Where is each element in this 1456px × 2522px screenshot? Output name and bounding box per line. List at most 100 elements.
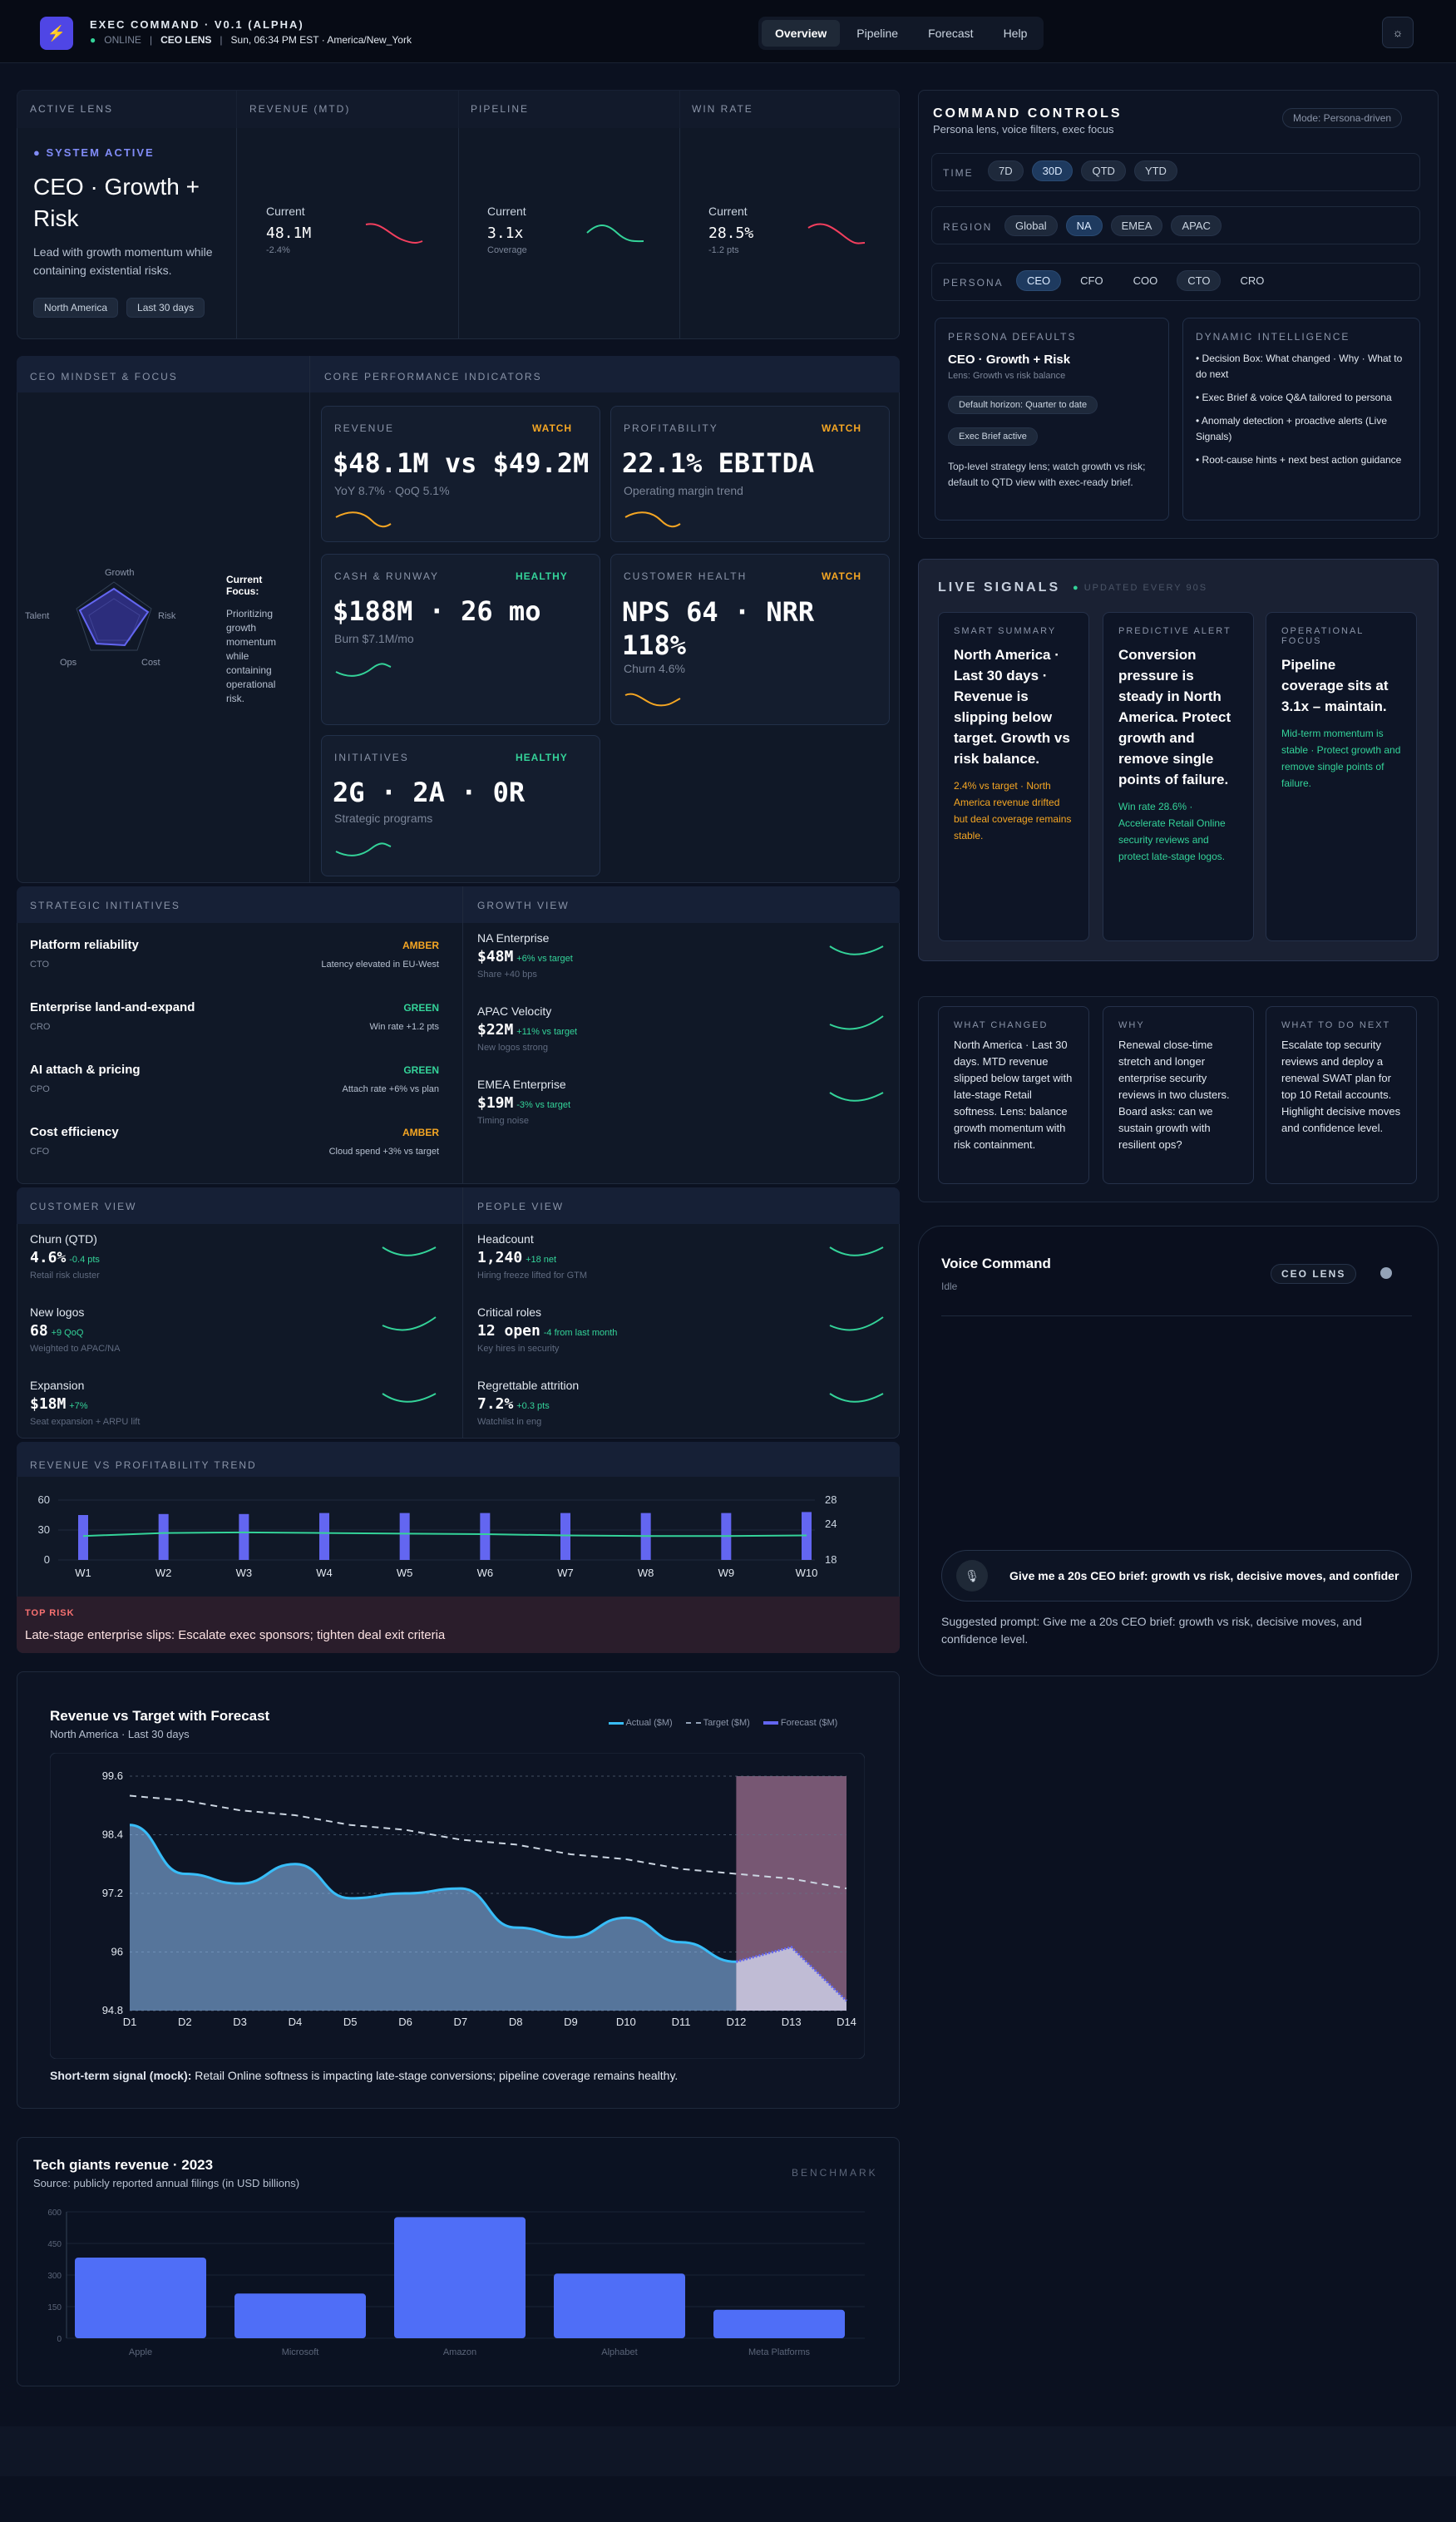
growth-row[interactable]: NA Enterprise $48M +6% vs target Share +40… (477, 931, 886, 1004)
microphone-icon[interactable]: 🎙 (956, 1560, 988, 1592)
forecast-line (735, 1945, 848, 2002)
customer-people-panel (17, 1187, 900, 1439)
kpi-profit-value: 22.1% EBITDA (622, 447, 815, 479)
forecast-xtick: D11 (672, 2016, 691, 2028)
live-card-summary[interactable]: SMART SUMMARY North America · Last 30 da… (938, 612, 1089, 941)
people-sub: Key hires in security (477, 1344, 560, 1354)
theme-toggle-icon[interactable]: ☼ (1382, 17, 1414, 48)
top-risk-text: Late-stage enterprise slips: Escalate ex… (25, 1628, 446, 1642)
trend-xtick: W2 (155, 1567, 172, 1579)
growth-sparkline (829, 945, 884, 955)
initiative-row[interactable]: AI attach & pricing GREEN CPO Attach rate +… (30, 1059, 439, 1122)
bench-ytick: 150 (47, 2303, 62, 2312)
tag-period[interactable]: Last 30 days (126, 298, 205, 318)
region-na[interactable]: NA (1065, 215, 1103, 236)
time-30d[interactable]: 30D (1031, 160, 1073, 181)
customer-sub: Seat expansion + ARPU lift (30, 1417, 141, 1427)
mode-pill[interactable]: Mode: Persona-driven (1282, 108, 1403, 128)
time-7d[interactable]: 7D (988, 160, 1024, 181)
customer-row[interactable]: Churn (QTD) 4.6% -0.4 pts Retail risk clus… (30, 1232, 439, 1305)
region-emea[interactable]: EMEA (1110, 215, 1163, 236)
forecast-ytick: 94.8 (102, 2004, 123, 2016)
kpi-cash-sub: Burn $7.1M/mo (334, 632, 414, 645)
kpi-revenue-sub: YoY 8.7% · QoQ 5.1% (334, 484, 450, 497)
live-card-operational[interactable]: OPERATIONAL FOCUS Pipeline coverage sits… (1266, 612, 1417, 941)
kpi-customer-sparkline (624, 693, 681, 707)
forecast-xtick: D13 (782, 2016, 802, 2028)
persona-defaults-card (935, 318, 1169, 521)
customer-sparkline (382, 1316, 437, 1331)
target-line (129, 1794, 847, 1890)
tab-forecast[interactable]: Forecast (928, 27, 974, 40)
growth-list: NA Enterprise $48M +6% vs target Share +40… (477, 931, 886, 1151)
growth-delta: +6% vs target (516, 954, 573, 964)
trend-bar (480, 1513, 491, 1560)
customer-name: Expansion (30, 1379, 85, 1392)
region-global[interactable]: Global (1004, 215, 1058, 236)
initiative-row[interactable]: Enterprise land-and-expand GREEN CRO Win ra… (30, 997, 439, 1059)
people-row[interactable]: Headcount 1,240 +18 net Hiring freeze lift… (477, 1232, 886, 1305)
growth-row[interactable]: EMEA Enterprise $19M -3% vs target Timing … (477, 1078, 886, 1151)
bench-badge: BENCHMARK (792, 2167, 878, 2179)
forecast-xtick: D8 (509, 2016, 523, 2028)
kpi-profit-sparkline (624, 511, 681, 528)
voice-prompt-input[interactable] (941, 1550, 1412, 1602)
forecast-xtick: D2 (178, 2016, 192, 2028)
customer-sub: Retail risk cluster (30, 1271, 100, 1281)
tab-pipeline[interactable]: Pipeline (856, 27, 899, 40)
tag-region[interactable]: North America (33, 298, 119, 318)
persona-defaults-label: PERSONA DEFAULTS (948, 331, 1077, 343)
kpi-card-initiatives[interactable] (321, 735, 600, 876)
customer-value: 4.6% (30, 1249, 67, 1266)
kpi-customer-label: CUSTOMER HEALTH (624, 570, 748, 582)
persona-cto[interactable]: CTO (1177, 270, 1222, 291)
time-pills: 7D 30D QTD YTD (988, 160, 1177, 181)
customer-row[interactable]: Expansion $18M +7% Seat expansion + ARPU l… (30, 1379, 439, 1452)
growth-sub: New logos strong (477, 1043, 548, 1053)
people-row[interactable]: Regrettable attrition 7.2% +0.3 pts Watchl… (477, 1379, 886, 1452)
kpi-label: CORE PERFORMANCE INDICATORS (324, 371, 542, 382)
growth-row[interactable]: APAC Velocity $22M +11% vs target New logo… (477, 1004, 886, 1078)
customer-row[interactable]: New logos 68 +9 QoQ Weighted to APAC/NA (30, 1305, 439, 1379)
forecast-signal: Short-term signal (mock): Retail Online … (50, 2069, 679, 2082)
mindset-radar-chart: Growth Risk Cost Ops Talent (25, 568, 176, 668)
time-ytd[interactable]: YTD (1133, 160, 1177, 181)
customer-delta: -0.4 pts (69, 1255, 100, 1265)
people-value: 7.2% (477, 1395, 514, 1413)
forecast-ytick: 97.2 (102, 1887, 123, 1899)
people-value: 12 open (477, 1322, 540, 1340)
kpi-card-revenue[interactable] (321, 406, 600, 542)
trend-xtick: W5 (397, 1567, 413, 1579)
people-name: Critical roles (477, 1305, 542, 1319)
chip-default-horizon[interactable]: Default horizon: Quarter to date (948, 396, 1098, 414)
region-apac[interactable]: APAC (1171, 215, 1222, 236)
people-row[interactable]: Critical roles 12 open -4 from last month… (477, 1305, 886, 1379)
tab-overview[interactable]: Overview (762, 20, 841, 47)
kpi-card-profitability[interactable] (610, 406, 890, 542)
kpi-card-cash[interactable] (321, 554, 600, 725)
trend-xtick: W4 (316, 1567, 333, 1579)
time-qtd[interactable]: QTD (1081, 160, 1126, 181)
persona-defaults-title: CEO · Growth + Risk (948, 353, 1071, 367)
initiative-name: AI attach & pricing (30, 1063, 141, 1077)
app-logo-icon[interactable]: ⚡ (40, 17, 73, 50)
initiative-note: Win rate +1.2 pts (369, 1022, 439, 1032)
persona-coo[interactable]: COO (1133, 274, 1158, 287)
dynamic-intel-card (1182, 318, 1420, 521)
customer-sparkline (382, 1393, 437, 1403)
persona-ceo[interactable]: CEO (1016, 270, 1062, 291)
top-bar (0, 0, 1456, 63)
chip-exec-brief[interactable]: Exec Brief active (948, 427, 1038, 446)
kpi-card-customer[interactable] (610, 554, 890, 725)
persona-cfo[interactable]: CFO (1080, 274, 1103, 287)
initiative-row[interactable]: Platform reliability AMBER CTO Latency elev… (30, 935, 439, 997)
bench-xtick: Amazon (443, 2347, 476, 2357)
winrate-current-label: Current (708, 205, 748, 218)
initiative-note: Cloud spend +3% vs target (328, 1147, 439, 1157)
persona-cro[interactable]: CRO (1240, 274, 1265, 287)
tab-help[interactable]: Help (1003, 27, 1028, 40)
people-label: PEOPLE VIEW (477, 1201, 565, 1212)
initiative-row[interactable]: Cost efficiency AMBER CFO Cloud spend +3% v… (30, 1122, 439, 1184)
bench-bar (234, 2293, 366, 2338)
live-card-predictive[interactable]: PREDICTIVE ALERT Conversion pressure is … (1103, 612, 1254, 941)
